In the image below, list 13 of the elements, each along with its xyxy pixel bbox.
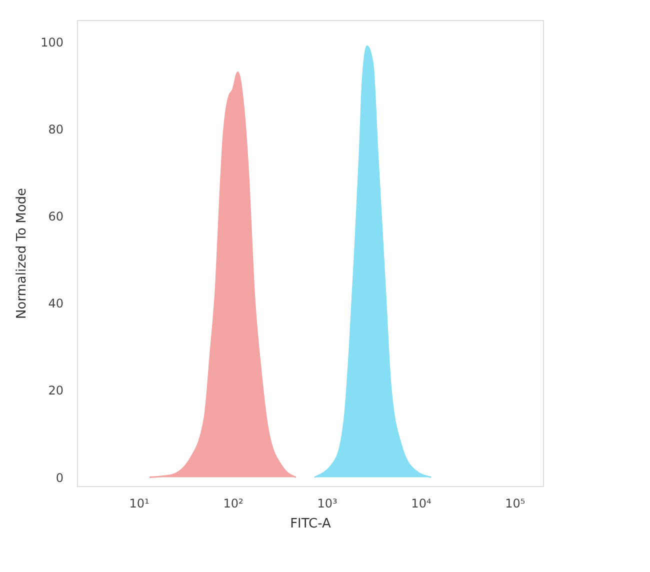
y-tick-label: 0 <box>56 470 64 485</box>
y-tick-label: 100 <box>40 35 64 50</box>
x-tick-label: 10⁵ <box>505 496 526 510</box>
y-tick-label: 40 <box>48 296 64 311</box>
x-tick-label: 10¹ <box>129 496 150 510</box>
x-tick-label: 10⁴ <box>411 496 432 510</box>
y-axis-title: Normalized To Mode <box>14 188 30 320</box>
x-tick-label: 10² <box>223 496 244 510</box>
x-axis-title: FITC-A <box>290 516 332 532</box>
y-tick-label: 80 <box>48 122 64 136</box>
y-tick-label: 20 <box>48 384 64 398</box>
x-tick-label: 10³ <box>317 496 338 510</box>
y-tick-label: 60 <box>48 209 64 224</box>
